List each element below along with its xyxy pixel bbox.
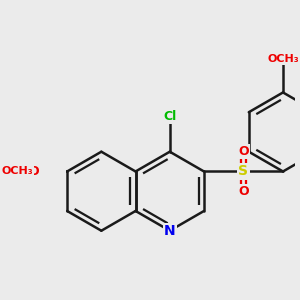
Text: O: O: [28, 165, 39, 178]
Text: OCH₃: OCH₃: [2, 167, 34, 176]
Text: OCH₃: OCH₃: [267, 54, 299, 64]
Text: S: S: [238, 164, 248, 178]
Text: O: O: [238, 185, 249, 198]
Text: O: O: [238, 145, 249, 158]
Text: Cl: Cl: [163, 110, 176, 123]
Text: N: N: [164, 224, 176, 238]
